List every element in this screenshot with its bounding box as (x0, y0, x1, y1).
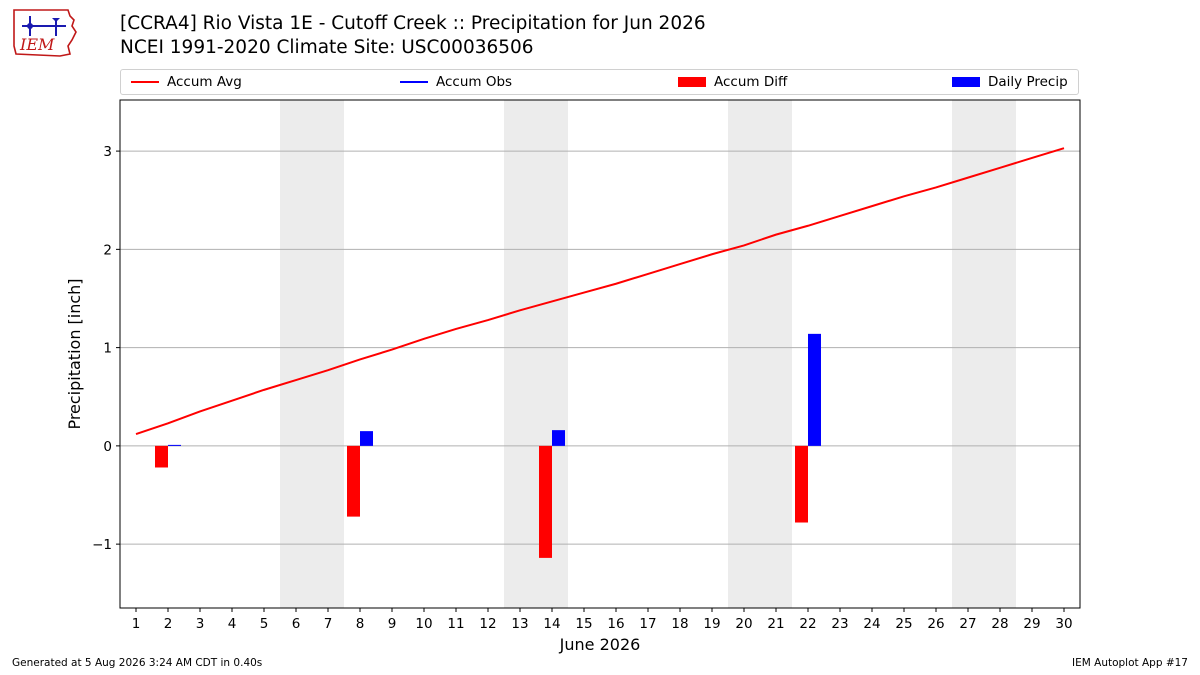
app-id-label: IEM Autoplot App #17 (1072, 657, 1188, 669)
x-tick-label: 22 (799, 616, 816, 632)
daily-precip-bar (808, 333, 821, 446)
x-tick-label: 20 (735, 616, 752, 632)
legend-swatch (952, 77, 980, 87)
y-tick-label: 0 (103, 439, 112, 455)
y-tick-label: 2 (103, 242, 112, 258)
x-tick-label: 25 (895, 616, 912, 632)
y-tick-label: 1 (103, 341, 112, 357)
weekend-band (280, 100, 344, 608)
x-tick-label: 23 (831, 616, 848, 632)
x-tick-label: 5 (260, 616, 269, 632)
legend-label: Accum Obs (436, 74, 513, 90)
accum-diff-bar (155, 445, 168, 468)
x-tick-label: 24 (863, 616, 880, 632)
x-tick-label: 8 (356, 616, 365, 632)
x-tick-label: 11 (447, 616, 464, 632)
y-tick-label: −1 (92, 537, 112, 553)
accum-diff-bar (539, 445, 552, 558)
x-tick-label: 18 (671, 616, 688, 632)
daily-precip-bar (168, 444, 181, 446)
y-tick-label: 3 (103, 144, 112, 160)
logo-text: IEM (19, 35, 55, 54)
legend-swatch (400, 81, 428, 83)
accum-avg-line (135, 147, 1065, 436)
legend-swatch (131, 81, 159, 83)
x-tick-label: 29 (1023, 616, 1040, 632)
title-line-2: NCEI 1991-2020 Climate Site: USC00036506 (120, 37, 534, 58)
legend-item-accum-obs: Accum Obs (400, 70, 512, 94)
x-tick-label: 6 (292, 616, 301, 632)
weekend-band (504, 100, 568, 608)
x-tick-label: 4 (228, 616, 237, 632)
chart-title: [CCRA4] Rio Vista 1E - Cutoff Creek :: P… (120, 12, 706, 60)
plot-frame (119, 99, 1081, 609)
x-tick-label: 3 (196, 616, 205, 632)
x-tick-label: 13 (511, 616, 528, 632)
legend-item-accum-diff: Accum Diff (678, 70, 787, 94)
weekend-band (952, 100, 1016, 608)
x-tick-label: 16 (607, 616, 624, 632)
x-tick-label: 15 (575, 616, 592, 632)
x-tick-label: 2 (164, 616, 173, 632)
x-tick-label: 7 (324, 616, 333, 632)
x-tick-label: 14 (543, 616, 560, 632)
x-tick-label: 1 (132, 616, 141, 632)
legend: Accum Avg Accum Obs Accum Diff Daily Pre… (120, 69, 1079, 95)
title-line-1: [CCRA4] Rio Vista 1E - Cutoff Creek :: P… (120, 13, 706, 34)
x-tick-label: 19 (703, 616, 720, 632)
weather-station-icon (22, 16, 66, 36)
accum-diff-bar (795, 445, 808, 523)
x-tick-label: 10 (415, 616, 432, 632)
x-tick-label: 9 (388, 616, 397, 632)
daily-precip-bar (552, 430, 565, 446)
x-tick-label: 26 (927, 616, 944, 632)
x-tick-label: 27 (959, 616, 976, 632)
iem-logo: IEM (13, 9, 77, 57)
x-tick-label: 21 (767, 616, 784, 632)
x-tick-label: 17 (639, 616, 656, 632)
legend-item-accum-avg: Accum Avg (131, 70, 242, 94)
accum-diff-bar (347, 445, 360, 517)
x-tick-label: 28 (991, 616, 1008, 632)
x-axis-label: June 2026 (559, 635, 641, 654)
legend-label: Daily Precip (988, 74, 1068, 90)
daily-precip-bar (360, 431, 373, 446)
legend-swatch (678, 77, 706, 87)
weekend-band (728, 100, 792, 608)
y-axis-label: Precipitation [inch] (65, 278, 84, 429)
generated-timestamp: Generated at 5 Aug 2026 3:24 AM CDT in 0… (12, 657, 263, 669)
legend-item-daily-precip: Daily Precip (952, 70, 1068, 94)
x-tick-label: 12 (479, 616, 496, 632)
x-tick-label: 30 (1055, 616, 1072, 632)
legend-label: Accum Avg (167, 74, 242, 90)
legend-label: Accum Diff (714, 74, 788, 90)
